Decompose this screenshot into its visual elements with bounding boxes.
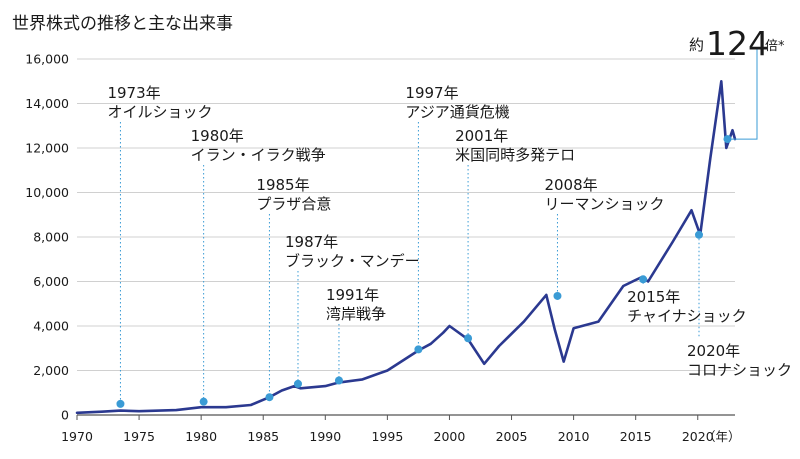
event-guide-lines bbox=[119, 122, 700, 404]
event-name-label: オイルショック bbox=[107, 103, 212, 121]
callout-marker bbox=[723, 135, 732, 144]
event-marker bbox=[116, 399, 125, 408]
event-year-label: 1985年 bbox=[256, 176, 309, 194]
event-name-label: イラン・イラク戦争 bbox=[191, 146, 326, 164]
event-name-label: チャイナショック bbox=[627, 307, 747, 325]
event-name-label: 米国同時多発テロ bbox=[455, 146, 575, 164]
world-stock-index-line bbox=[75, 80, 737, 415]
event-marker bbox=[293, 379, 302, 388]
y-tick-label: 6,000 bbox=[33, 274, 69, 289]
callout-suffix: 倍* bbox=[765, 39, 785, 54]
x-tick-label: 2020 bbox=[682, 429, 714, 444]
y-tick-label: 16,000 bbox=[25, 52, 69, 67]
event-year-label: 1997年 bbox=[405, 84, 458, 102]
x-tick-label: 1990 bbox=[309, 429, 341, 444]
chart-title: 世界株式の推移と主な出来事 bbox=[12, 14, 233, 34]
y-tick-label: 4,000 bbox=[33, 319, 69, 334]
y-tick-label: 12,000 bbox=[25, 141, 69, 156]
event-year-label: 2001年 bbox=[455, 127, 508, 145]
x-tick-label: 2005 bbox=[496, 429, 528, 444]
event-marker bbox=[414, 345, 423, 354]
event-name-label: プラザ合意 bbox=[256, 195, 331, 213]
y-tick-label: 0 bbox=[61, 408, 69, 423]
event-name-label: リーマンショック bbox=[544, 195, 664, 213]
x-tick-label: 1995 bbox=[371, 429, 403, 444]
event-year-label: 1980年 bbox=[191, 127, 244, 145]
y-tick-label: 2,000 bbox=[33, 363, 69, 378]
event-year-label: 1991年 bbox=[326, 286, 379, 304]
y-tick-label: 10,000 bbox=[25, 185, 69, 200]
event-year-label: 1987年 bbox=[285, 233, 338, 251]
gridlines bbox=[77, 58, 735, 416]
event-name-label: 湾岸戦争 bbox=[326, 305, 386, 323]
event-marker bbox=[199, 397, 208, 406]
x-axis-unit-label: （年） bbox=[703, 429, 741, 444]
event-name-label: アジア通貨危機 bbox=[405, 103, 509, 121]
event-marker bbox=[265, 393, 274, 402]
event-year-label: 2020年 bbox=[687, 342, 740, 360]
x-tick-label: 1970 bbox=[61, 429, 93, 444]
event-marker bbox=[334, 376, 343, 385]
callout-value: 124 bbox=[706, 24, 769, 63]
event-year-label: 1973年 bbox=[107, 84, 160, 102]
x-tick-label: 1975 bbox=[123, 429, 155, 444]
callout-prefix: 約 bbox=[689, 36, 704, 54]
axes: 0 2,000 4,000 6,000 8,000 10,000 12,000 14,000 1… bbox=[25, 52, 713, 445]
callout-leader-line bbox=[731, 48, 758, 140]
event-marker bbox=[464, 334, 473, 343]
event-marker bbox=[694, 230, 703, 239]
x-tick-label: 2010 bbox=[558, 429, 590, 444]
event-marker bbox=[553, 291, 562, 300]
y-tick-label: 8,000 bbox=[33, 230, 69, 245]
x-tick-label: 1980 bbox=[185, 429, 217, 444]
event-year-label: 2008年 bbox=[544, 176, 597, 194]
event-markers bbox=[116, 230, 703, 408]
event-name-label: ブラック・マンデー bbox=[285, 252, 420, 270]
y-tick-label: 14,000 bbox=[25, 96, 69, 111]
x-tick-label: 2000 bbox=[434, 429, 466, 444]
event-name-label: コロナショック bbox=[687, 361, 792, 379]
event-year-label: 2015年 bbox=[627, 288, 680, 306]
x-tick-label: 2015 bbox=[620, 429, 652, 444]
event-marker bbox=[639, 275, 648, 284]
series-layer bbox=[75, 80, 737, 415]
x-tick-label: 1985 bbox=[247, 429, 279, 444]
